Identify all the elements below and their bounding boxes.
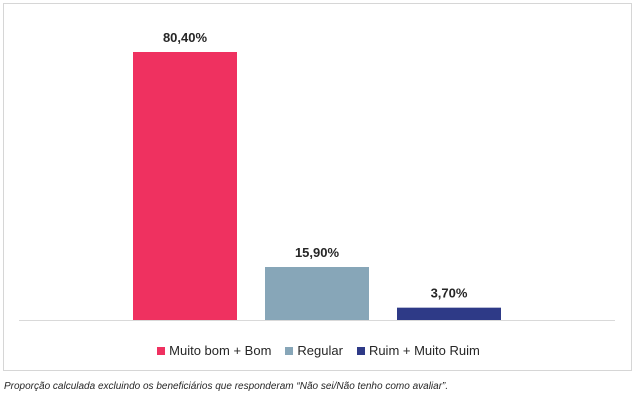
bars-layer <box>133 52 501 320</box>
legend-label: Ruim + Muito Ruim <box>368 343 480 358</box>
data-label-2: 3,70% <box>431 286 468 301</box>
footnote: Proporção calculada excluindo os benefic… <box>4 381 449 392</box>
data-labels-layer: 80,40% 15,90% 3,70% <box>163 30 468 301</box>
data-label-0: 80,40% <box>163 30 208 45</box>
legend-label: Regular <box>297 343 343 358</box>
legend-swatch-ruim-muito-ruim <box>356 346 365 355</box>
legend-swatch-regular <box>285 346 294 355</box>
bar-2 <box>397 307 501 320</box>
legend-label: Muito bom + Bom <box>169 343 272 358</box>
legend-swatch-muito-bom-bom <box>157 346 166 355</box>
bar-1 <box>265 267 369 320</box>
legend-item-ruim-muito-ruim: Ruim + Muito Ruim <box>356 343 480 358</box>
bar-0 <box>133 52 237 320</box>
data-label-1: 15,90% <box>295 245 340 260</box>
legend: Muito bom + Bom Regular Ruim + Muito Rui… <box>0 343 637 358</box>
legend-item-regular: Regular <box>285 343 343 358</box>
legend-item-muito-bom-bom: Muito bom + Bom <box>157 343 271 358</box>
